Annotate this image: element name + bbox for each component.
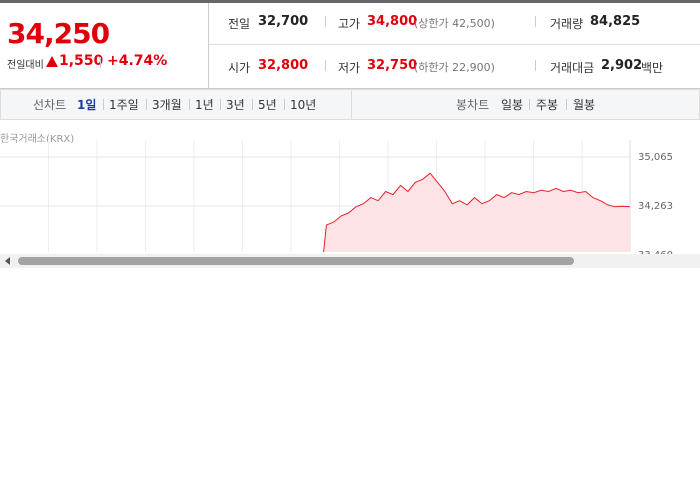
line-tab[interactable]: 1주일 [109, 98, 139, 112]
change-label: 전일대비 [7, 60, 44, 71]
line-tab[interactable]: 1년 [195, 98, 214, 112]
divider [103, 99, 104, 110]
divider [325, 60, 326, 71]
stat-value: 34,800 [367, 14, 418, 29]
stat-unit: 백만 [641, 61, 664, 75]
line-tab[interactable]: 3년 [226, 98, 245, 112]
stat-value: 84,825 [590, 14, 641, 29]
stat-label: 고가 [338, 17, 361, 31]
tab-bar [0, 89, 700, 120]
divider [146, 99, 147, 110]
divider [220, 99, 221, 110]
divider [535, 60, 536, 71]
stat-value: 32,700 [258, 14, 309, 29]
price: 34,250 [7, 17, 110, 50]
divider [284, 99, 285, 110]
scrollbar[interactable] [0, 254, 700, 268]
top-border [0, 0, 700, 3]
candle-tab[interactable]: 월봉 [573, 98, 596, 112]
divider [325, 16, 326, 27]
divider [252, 99, 253, 110]
scroll-thumb[interactable] [18, 257, 574, 265]
up-icon [46, 56, 58, 67]
stat-label: 시가 [228, 61, 251, 75]
y-tick-label: 35,065 [638, 152, 673, 163]
candle-tab[interactable]: 일봉 [501, 98, 524, 112]
stat-value: 32,750 [367, 58, 418, 73]
divider [529, 99, 530, 110]
stat-note: (상한가 42,500) [414, 17, 495, 30]
change-rate: +4.74% [107, 53, 168, 69]
stat-label: 거래량 [550, 17, 584, 31]
line-tab[interactable]: 3개월 [152, 98, 182, 112]
y-tick-label: 34,263 [638, 201, 673, 212]
candle-tab[interactable]: 주봉 [536, 98, 559, 112]
stat-note: (하한가 22,900) [414, 61, 495, 74]
source-label: 한국거래소(KRX) [0, 134, 75, 145]
price-panel: 34,250 전일대비 1,550 +4.74% [0, 3, 208, 89]
tab-group-label: 봉차트 [456, 98, 490, 112]
price-area [323, 173, 630, 252]
stat-label: 전일 [228, 17, 251, 31]
line-tab[interactable]: 10년 [290, 98, 317, 112]
stat-label: 거래대금 [550, 61, 595, 75]
change: 1,550 [59, 53, 104, 69]
divider [535, 16, 536, 27]
line-tab[interactable]: 1일 [77, 98, 97, 112]
stat-label: 저가 [338, 61, 361, 75]
stat-value: 2,902 [601, 58, 643, 73]
tab-group-label: 선차트 [33, 98, 67, 112]
divider [189, 99, 190, 110]
stat-value: 32,800 [258, 58, 309, 73]
stats-panel [208, 3, 700, 89]
price-line [323, 172, 631, 252]
divider [566, 99, 567, 110]
line-tab[interactable]: 5년 [258, 98, 277, 112]
